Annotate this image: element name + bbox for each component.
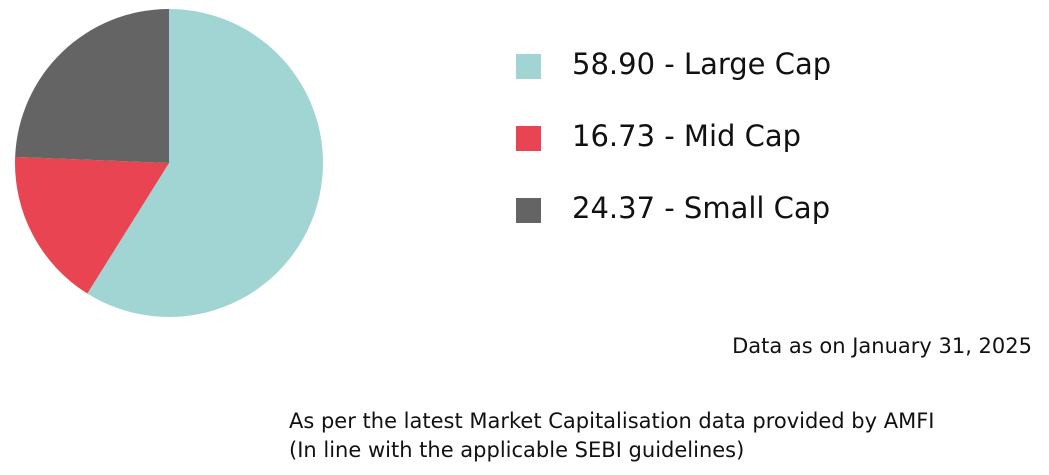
guideline-note: (In line with the applicable SEBI guidel… — [289, 438, 744, 462]
legend-label: 58.90 - Large Cap — [572, 47, 831, 81]
date-note: Data as on January 31, 2025 — [732, 334, 1032, 358]
pie-slice — [14, 156, 169, 294]
pie-slice — [87, 9, 324, 317]
legend-swatch — [516, 198, 541, 223]
legend-label: 16.73 - Mid Cap — [572, 119, 801, 153]
pie-slice — [15, 9, 169, 163]
legend-swatch — [516, 126, 541, 151]
legend-swatch — [516, 54, 541, 79]
legend-label: 24.37 - Small Cap — [572, 191, 830, 225]
source-note: As per the latest Market Capitalisation … — [289, 409, 934, 433]
